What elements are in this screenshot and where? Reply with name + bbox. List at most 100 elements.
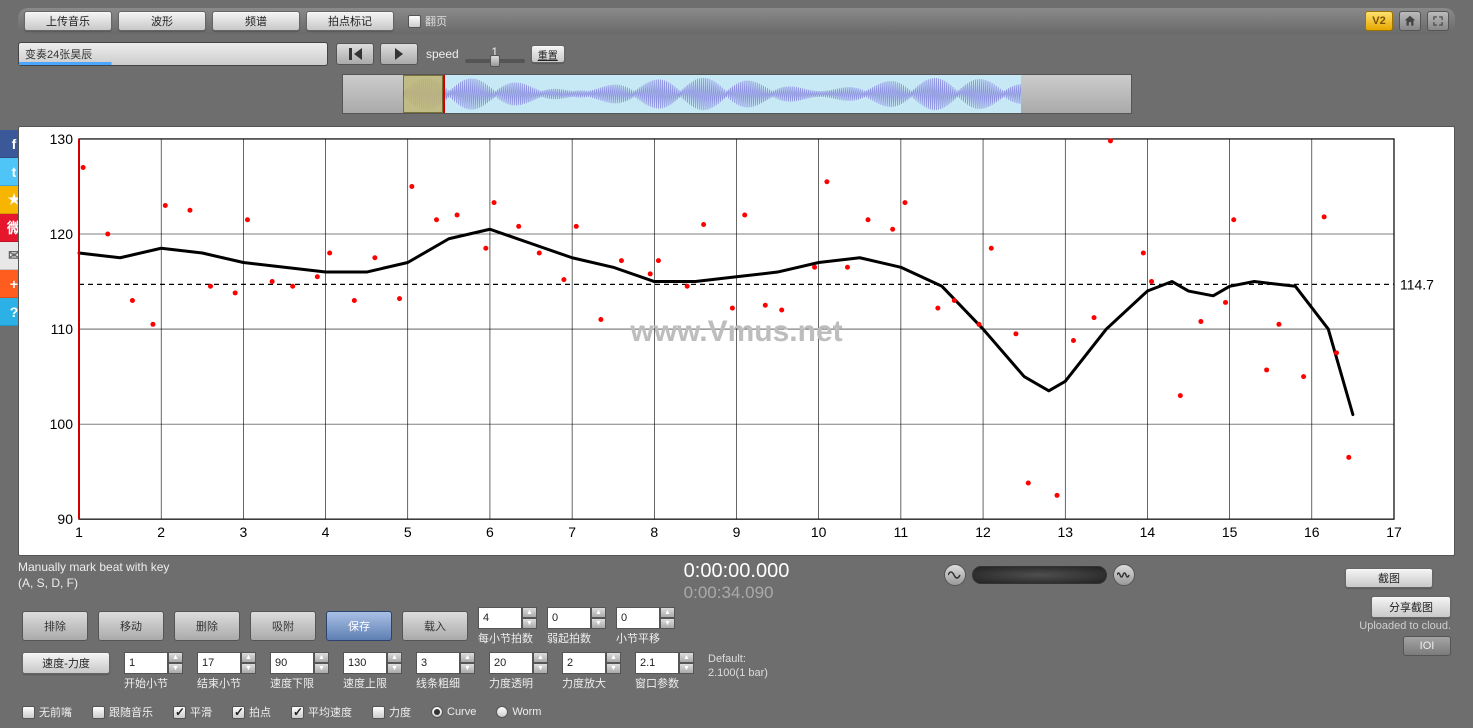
follow-music-label: 跟随音乐 [109, 704, 153, 720]
beat-marks-button[interactable]: 拍点标记 [306, 11, 394, 31]
svg-text:110: 110 [51, 321, 74, 337]
beats-per-bar-input[interactable] [478, 607, 522, 629]
end-bar-field: ▲▼ 结束小节 [197, 652, 256, 691]
speed-lo-label: 速度下限 [270, 675, 314, 691]
no-pickup-label: 无前嘴 [39, 704, 72, 720]
beats-per-bar-field: ▲▼ 每小节拍数 [478, 607, 537, 646]
snap-button[interactable]: 吸附 [250, 611, 316, 641]
waveform-strip [18, 74, 1455, 122]
spinner-down[interactable]: ▼ [522, 618, 537, 629]
speed-hi-input[interactable] [343, 652, 387, 674]
svg-text:130: 130 [50, 131, 74, 147]
worm-radio[interactable] [496, 706, 508, 718]
speed-lo-input[interactable] [270, 652, 314, 674]
spinner-up[interactable]: ▲ [591, 607, 606, 618]
fullscreen-icon[interactable] [1427, 11, 1449, 31]
flip-page-checkbox[interactable] [408, 15, 421, 28]
spinner-up[interactable]: ▲ [660, 607, 675, 618]
track-title[interactable]: 变奏24张昊辰 [18, 42, 328, 66]
dynamics-label: 力度 [389, 704, 411, 720]
timecode-total: 0:00:34.090 [684, 583, 790, 603]
svg-text:7: 7 [568, 524, 576, 540]
svg-text:3: 3 [239, 524, 247, 540]
spinner-up[interactable]: ▲ [387, 652, 402, 663]
spinner-up[interactable]: ▲ [241, 652, 256, 663]
svg-text:100: 100 [50, 416, 74, 432]
svg-text:9: 9 [733, 524, 741, 540]
follow-music-checkbox[interactable] [92, 706, 105, 719]
waveform-display[interactable] [342, 74, 1132, 114]
scrub-wave-left-icon[interactable] [944, 564, 966, 586]
beats-label: 拍点 [249, 704, 271, 720]
no-pickup-checkbox[interactable] [22, 706, 35, 719]
svg-text:114.7: 114.7 [1400, 276, 1434, 292]
options-row: 无前嘴 跟随音乐 平滑 拍点 平均速度 力度 Curve Worm [22, 700, 1451, 724]
spectrum-button[interactable]: 频谱 [212, 11, 300, 31]
spinner-up[interactable]: ▲ [679, 652, 694, 663]
speed-slider[interactable] [465, 59, 525, 63]
bar-shift-field: ▲▼ 小节平移 [616, 607, 675, 646]
smooth-label: 平滑 [190, 704, 212, 720]
spinner-up[interactable]: ▲ [314, 652, 329, 663]
start-bar-input[interactable] [124, 652, 168, 674]
beats-checkbox[interactable] [232, 706, 245, 719]
dyn-scale-input[interactable] [562, 652, 606, 674]
scrub-slider[interactable] [972, 566, 1107, 584]
exclude-button[interactable]: 排除 [22, 611, 88, 641]
delete-button[interactable]: 删除 [174, 611, 240, 641]
spinner-up[interactable]: ▲ [460, 652, 475, 663]
dyn-opacity-input[interactable] [489, 652, 533, 674]
window-input[interactable] [635, 652, 679, 674]
svg-text:15: 15 [1222, 524, 1238, 540]
share-screenshot-button[interactable]: 分享截图 [1371, 596, 1451, 618]
save-button[interactable]: 保存 [326, 611, 392, 641]
end-bar-input[interactable] [197, 652, 241, 674]
line-weight-input[interactable] [416, 652, 460, 674]
spinner-down[interactable]: ▼ [591, 618, 606, 629]
svg-text:12: 12 [975, 524, 991, 540]
tempo-chart[interactable]: 1234567891011121314151617901001101201301… [18, 126, 1455, 556]
waveform-button[interactable]: 波形 [118, 11, 206, 31]
spinner-down[interactable]: ▼ [533, 663, 548, 674]
spinner-up[interactable]: ▲ [522, 607, 537, 618]
scrub-wave-right-icon[interactable] [1113, 564, 1135, 586]
upload-music-button[interactable]: 上传音乐 [24, 11, 112, 31]
spinner-up[interactable]: ▲ [168, 652, 183, 663]
load-button[interactable]: 载入 [402, 611, 468, 641]
skip-back-button[interactable] [336, 43, 374, 65]
dyn-scale-label: 力度放大 [562, 675, 606, 691]
waveform-selection[interactable] [403, 75, 443, 113]
curve-radio[interactable] [431, 706, 443, 718]
spinner-up[interactable]: ▲ [533, 652, 548, 663]
spinner-down[interactable]: ▼ [660, 618, 675, 629]
spinner-down[interactable]: ▼ [314, 663, 329, 674]
speed-hi-field: ▲▼ 速度上限 [343, 652, 402, 691]
svg-text:120: 120 [50, 226, 74, 242]
beat-mark-hint: Manually mark beat with key (A, S, D, F) [18, 560, 169, 591]
spinner-down[interactable]: ▼ [460, 663, 475, 674]
spinner-down[interactable]: ▼ [606, 663, 621, 674]
spinner-down[interactable]: ▼ [387, 663, 402, 674]
spinner-down[interactable]: ▼ [241, 663, 256, 674]
pickup-beats-field: ▲▼ 弱起拍数 [547, 607, 606, 646]
screenshot-button[interactable]: 截图 [1345, 568, 1433, 588]
home-icon[interactable] [1399, 11, 1421, 31]
start-bar-label: 开始小节 [124, 675, 168, 691]
waveform-canvas [403, 75, 1021, 113]
dynamics-checkbox[interactable] [372, 706, 385, 719]
smooth-checkbox[interactable] [173, 706, 186, 719]
play-button[interactable] [380, 43, 418, 65]
speed-dynamics-button[interactable]: 速度-力度 [22, 652, 110, 674]
dyn-scale-field: ▲▼ 力度放大 [562, 652, 621, 691]
scrub-control [944, 564, 1135, 586]
spinner-down[interactable]: ▼ [168, 663, 183, 674]
spinner-down[interactable]: ▼ [679, 663, 694, 674]
avg-speed-checkbox[interactable] [291, 706, 304, 719]
move-button[interactable]: 移动 [98, 611, 164, 641]
waveform-playhead[interactable] [443, 75, 445, 113]
pickup-beats-input[interactable] [547, 607, 591, 629]
svg-text:2: 2 [157, 524, 165, 540]
bar-shift-input[interactable] [616, 607, 660, 629]
speed-reset-button[interactable]: 重置 [531, 45, 565, 63]
spinner-up[interactable]: ▲ [606, 652, 621, 663]
